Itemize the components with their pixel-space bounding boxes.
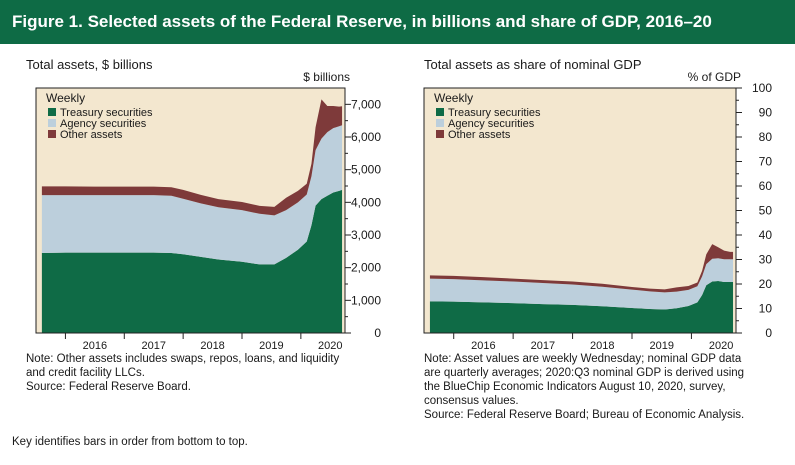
right-x-tick-label: 2020 — [709, 340, 733, 352]
left-y-tick-label: 6,000 — [351, 130, 381, 144]
right-chart-title: Total assets as share of nominal GDP — [424, 57, 642, 72]
left-legend-swatch — [48, 108, 56, 116]
left-legend-label: Treasury securities — [60, 107, 153, 119]
left-y-tick-label: 2,000 — [351, 261, 381, 275]
left-x-tick-label: 2019 — [259, 340, 283, 352]
left-x-tick-label: 2018 — [200, 340, 224, 352]
left-series-treasury-securities — [41, 189, 343, 333]
right-y-tick-label: 10 — [759, 302, 773, 316]
right-y-tick-label: 70 — [759, 155, 773, 169]
left-legend-label: Agency securities — [60, 118, 147, 130]
left-series-agency-securities — [41, 125, 343, 265]
right-y-tick-label: 80 — [759, 130, 773, 144]
right-y-tick-label: 30 — [759, 253, 773, 267]
left-x-tick-label: 2016 — [83, 340, 107, 352]
right-series-agency-securities — [429, 258, 734, 310]
right-y-axis-label: % of GDP — [688, 70, 741, 84]
right-note: Note: Asset values are weekly Wednesday;… — [424, 353, 745, 421]
right-x-tick-label: 2017 — [531, 340, 555, 352]
right-legend-swatch — [436, 130, 444, 138]
left-x-tick-label: 2017 — [141, 340, 165, 352]
left-legend-swatch — [48, 130, 56, 138]
figure-title: Figure 1. Selected assets of the Federal… — [0, 0, 795, 44]
right-legend-label: Agency securities — [448, 118, 535, 130]
left-note: Note: Other assets includes swaps, repos… — [26, 353, 340, 393]
right-y-tick-label: 20 — [759, 277, 773, 291]
left-legend-swatch — [48, 119, 56, 127]
left-legend-label: Other assets — [60, 129, 123, 141]
right-y-tick-label: 90 — [759, 106, 773, 120]
right-legend-title: Weekly — [434, 91, 473, 105]
left-y-tick-label: 4,000 — [351, 195, 381, 209]
right-legend-label: Treasury securities — [448, 107, 541, 119]
left-legend-title: Weekly — [46, 91, 85, 105]
left-y-tick-label: 5,000 — [351, 163, 381, 177]
left-y-tick-label: 0 — [374, 326, 381, 340]
left-chart-title: Total assets, $ billions — [26, 57, 153, 72]
left-y-tick-label: 7,000 — [351, 97, 381, 111]
footer-note: Key identifies bars in order from bottom… — [12, 436, 248, 448]
right-y-tick-label: 100 — [752, 81, 772, 95]
right-x-tick-label: 2018 — [590, 340, 614, 352]
right-y-tick-label: 50 — [759, 204, 773, 218]
right-x-tick-label: 2019 — [649, 340, 673, 352]
right-x-tick-label: 2016 — [471, 340, 495, 352]
left-y-tick-label: 3,000 — [351, 228, 381, 242]
right-y-tick-label: 0 — [765, 326, 772, 340]
right-y-tick-label: 60 — [759, 179, 773, 193]
right-series-other-assets — [429, 244, 734, 293]
left-y-tick-label: 1,000 — [351, 293, 381, 307]
right-legend-swatch — [436, 108, 444, 116]
left-y-axis-label: $ billions — [303, 70, 350, 84]
right-legend-swatch — [436, 119, 444, 127]
left-x-tick-label: 2020 — [318, 340, 342, 352]
right-legend-label: Other assets — [448, 129, 511, 141]
left-plot-frame — [35, 87, 346, 334]
right-y-tick-label: 40 — [759, 228, 773, 242]
right-series-treasury-securities — [429, 281, 734, 333]
